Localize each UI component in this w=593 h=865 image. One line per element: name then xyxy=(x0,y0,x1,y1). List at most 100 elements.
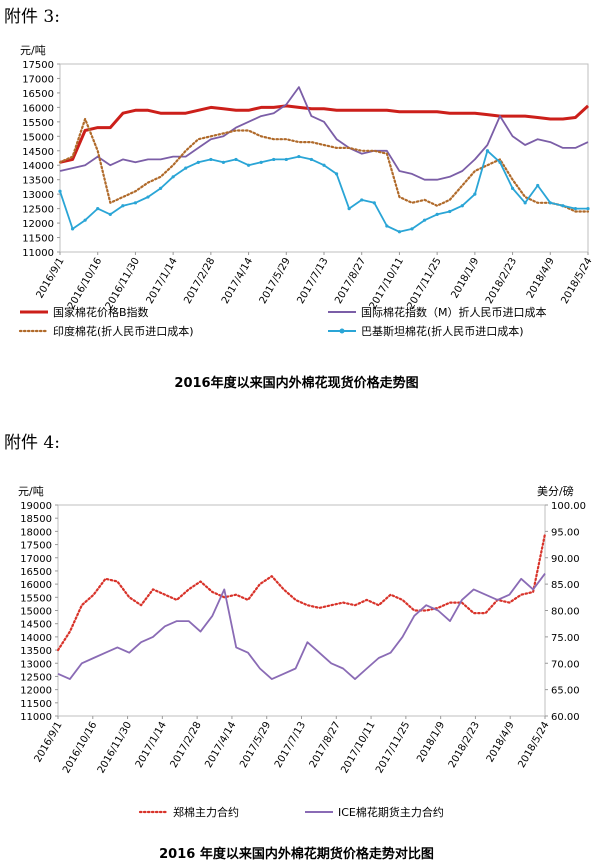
y-tick-label: 15000 xyxy=(22,132,54,143)
x-tick-label: 2017/5/29 xyxy=(238,720,273,770)
series-point-4 xyxy=(322,163,326,167)
y-tick-label: 12000 xyxy=(22,219,54,230)
series-point-4 xyxy=(548,201,552,205)
series-point-4 xyxy=(448,209,452,214)
y-tick-label: 13500 xyxy=(22,176,54,187)
x-tick-label: 2018/2/23 xyxy=(484,256,519,306)
x-tick-label: 2018/1/9 xyxy=(449,256,481,300)
series-point-4 xyxy=(259,160,263,164)
y2-tick-label: 75.00 xyxy=(551,633,580,644)
series-point-4 xyxy=(284,157,288,162)
x-tick-label: 2018/4/9 xyxy=(525,256,557,300)
series-point-4 xyxy=(146,195,150,199)
x-tick-label: 2017/10/11 xyxy=(339,720,377,775)
legend-label-1: 国家棉花价格B指数 xyxy=(53,305,149,319)
x-tick-label: 2017/5/29 xyxy=(258,256,293,306)
x-tick-label: 2017/1/14 xyxy=(134,720,169,770)
series-point-4 xyxy=(410,227,414,231)
x-tick-label: 2017/11/25 xyxy=(405,256,443,311)
series-point-4 xyxy=(473,192,477,196)
y-tick-label: 19000 xyxy=(20,501,52,512)
series-point-4 xyxy=(297,154,301,159)
x-tick-label: 2017/4/14 xyxy=(203,720,238,770)
y-tick-label: 15000 xyxy=(20,607,52,618)
x-tick-label: 2016/10/16 xyxy=(66,256,104,311)
y-tick-label: 17500 xyxy=(20,541,52,552)
y2-tick-label: 95.00 xyxy=(551,527,580,538)
spot-price-chart-caption: 2016年度以来国内外棉花现货价格走势图 xyxy=(174,376,419,391)
y2-axis-label: 美分/磅 xyxy=(537,484,574,498)
y-tick-label: 14500 xyxy=(22,147,54,158)
y-tick-label: 18000 xyxy=(20,527,52,538)
x-tick-label: 2017/2/28 xyxy=(169,720,204,770)
y-tick-label: 11500 xyxy=(22,234,54,245)
x-tick-label: 2018/5/24 xyxy=(559,256,593,306)
x-tick-label: 2018/2/23 xyxy=(447,720,482,770)
legend-label-1: 郑棉主力合约 xyxy=(173,805,239,819)
x-tick-label: 2016/10/16 xyxy=(61,720,99,775)
x-tick-label: 2016/11/30 xyxy=(104,256,142,311)
series-point-4 xyxy=(121,204,125,208)
series-point-4 xyxy=(523,201,527,205)
y-tick-label: 16000 xyxy=(20,580,52,591)
futures-price-chart: 11000 11500 12000 12500 13000 13500 14000 14500… xyxy=(18,484,586,819)
series-point-4 xyxy=(272,157,276,162)
series-line-3 xyxy=(58,117,590,213)
y2-tick-label: 60.00 xyxy=(551,712,580,723)
y-tick-label: 14500 xyxy=(20,620,52,631)
series-line-4 xyxy=(59,149,588,233)
series-point-4 xyxy=(460,204,464,208)
x-tick-label: 2018/1/9 xyxy=(415,720,447,764)
y-tick-label: 13000 xyxy=(22,190,54,201)
series-point-4 xyxy=(334,172,339,176)
y-tick-label: 12500 xyxy=(20,672,52,683)
x-tick-label: 2018/4/9 xyxy=(485,720,517,764)
series-point-4 xyxy=(536,183,540,188)
series-point-4 xyxy=(498,160,502,164)
legend-label-2: ICE棉花期货主力合约 xyxy=(338,805,444,819)
y-axis-label: 元/吨 xyxy=(18,485,44,498)
series-point-4 xyxy=(573,207,578,211)
x-tick-label: 2017/7/13 xyxy=(273,720,308,770)
series-point-4 xyxy=(385,224,389,228)
y-tick-label: 17000 xyxy=(22,74,54,85)
legend-marker xyxy=(339,328,345,334)
series-point-4 xyxy=(510,186,515,190)
series-point-4 xyxy=(158,186,163,190)
y2-tick-label: 85.00 xyxy=(551,580,580,591)
series-line-2 xyxy=(59,86,589,181)
series-point-4 xyxy=(561,204,565,208)
y-tick-label: 16500 xyxy=(22,89,54,100)
series-point-4 xyxy=(196,160,200,164)
plot-frame xyxy=(59,63,589,253)
series-point-4 xyxy=(246,163,251,167)
x-tick-label: 2016/11/30 xyxy=(96,720,134,775)
series-point-4 xyxy=(435,212,439,216)
series-point-4 xyxy=(83,218,87,222)
y2-tick-label: 100.00 xyxy=(551,501,586,512)
y-tick-label: 12500 xyxy=(22,205,54,216)
x-tick-label: 2017/2/28 xyxy=(182,256,217,306)
series-point-4 xyxy=(209,157,213,162)
legend-label-3: 印度棉花(折人民币进口成本) xyxy=(53,324,194,338)
series-point-4 xyxy=(96,207,100,211)
series-point-4 xyxy=(221,160,226,164)
y2-tick-label: 65.00 xyxy=(551,686,580,697)
y-tick-label: 15500 xyxy=(20,593,52,604)
series-point-4 xyxy=(234,157,238,162)
x-tick-label: 2017/4/14 xyxy=(220,256,255,306)
x-tick-label: 2017/8/27 xyxy=(333,256,368,306)
x-tick-label: 2016/9/1 xyxy=(33,720,65,764)
x-tick-label: 2016/9/1 xyxy=(35,256,67,300)
x-tick-label: 2017/1/14 xyxy=(145,256,180,306)
series-point-4 xyxy=(309,157,314,162)
attachment-4-heading: 附件 4: xyxy=(4,433,60,453)
y-tick-label: 14000 xyxy=(22,161,54,172)
series-line-2 xyxy=(57,573,546,680)
x-tick-label: 2017/8/27 xyxy=(308,720,343,770)
series-point-4 xyxy=(58,189,62,193)
y-tick-label: 13000 xyxy=(20,659,52,670)
y-axis-label: 元/吨 xyxy=(20,44,46,57)
y-tick-label: 15500 xyxy=(22,118,54,129)
y2-tick-label: 70.00 xyxy=(551,659,580,670)
